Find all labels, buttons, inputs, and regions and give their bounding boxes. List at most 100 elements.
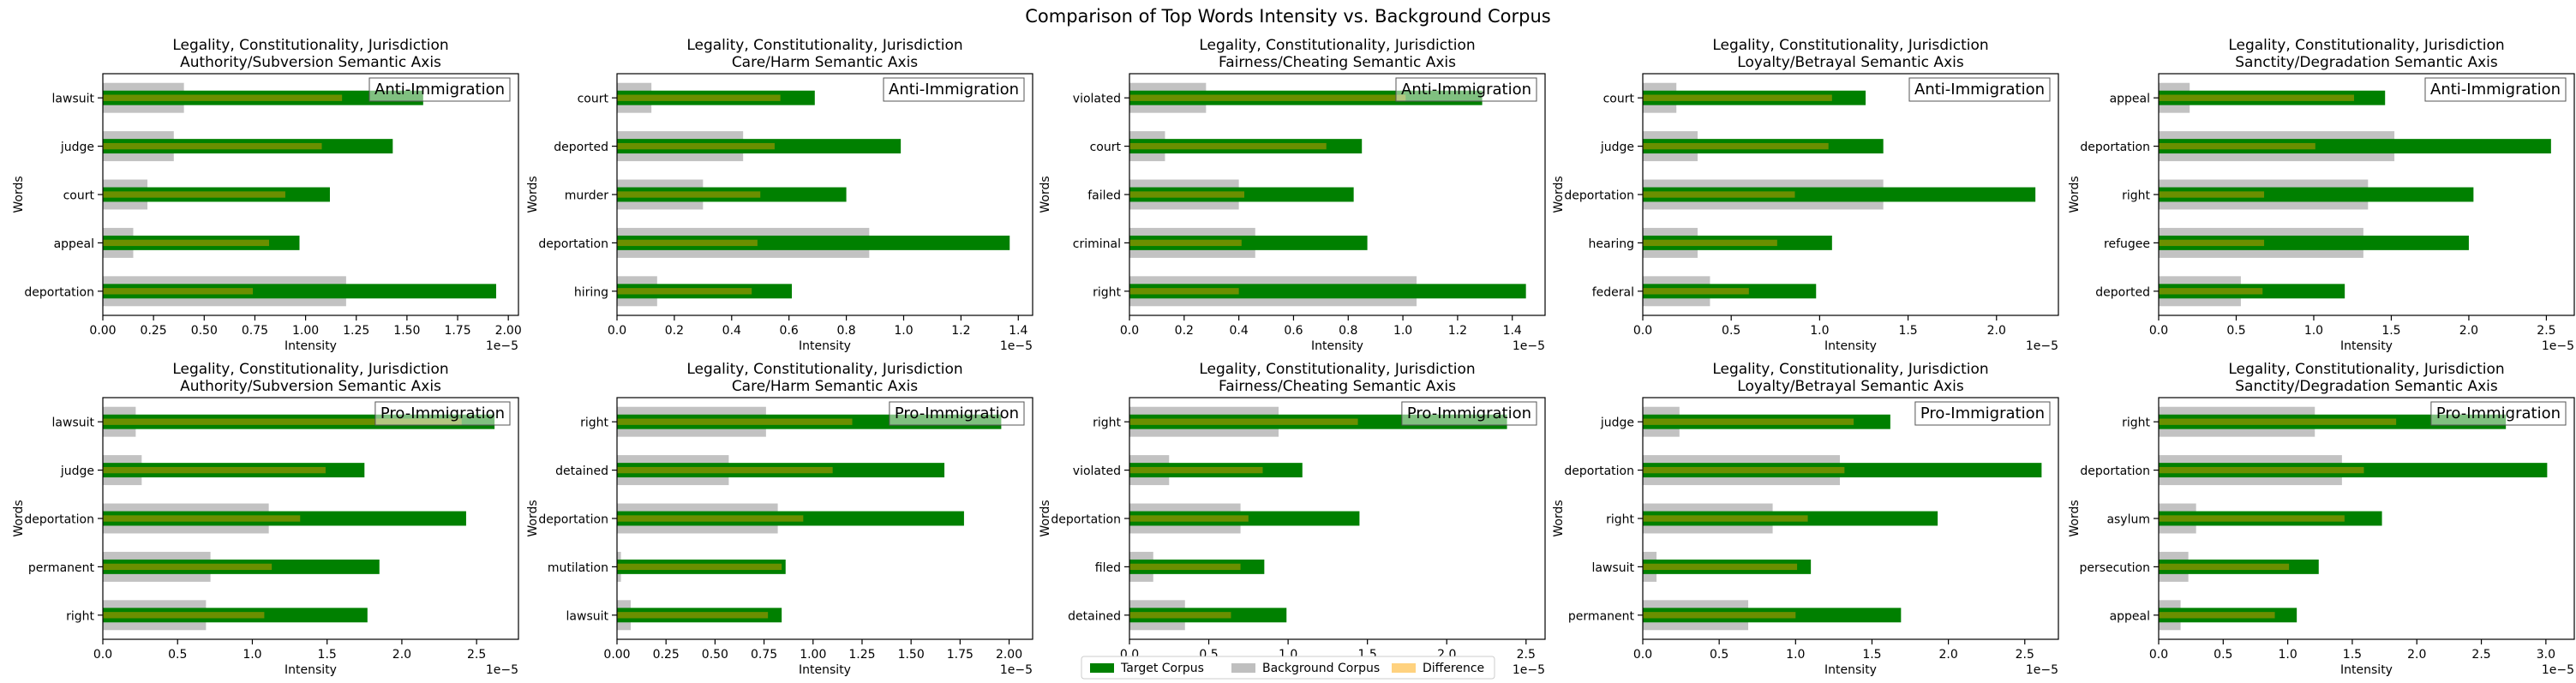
corpus-annotation: Anti-Immigration — [2430, 81, 2561, 99]
bar-difference — [2159, 94, 2355, 101]
y-tick-label: permanent — [1568, 609, 1635, 623]
x-axis-offset-label: 1e−5 — [2026, 339, 2058, 353]
x-tick-label: 1.00 — [292, 324, 319, 338]
x-axis-label: Intensity — [1824, 339, 1877, 353]
bar-target-corpus — [103, 187, 330, 202]
bar-target-corpus — [1643, 511, 1938, 526]
y-tick-label: right — [66, 609, 94, 623]
axes-frame — [2158, 73, 2575, 316]
subplot-title-line1: Legality, Constitutionality, Jurisdictio… — [686, 37, 962, 54]
legend-swatch — [1090, 663, 1114, 673]
x-tick-label: 2.0 — [1938, 648, 1957, 662]
y-tick-label: mutilation — [548, 561, 608, 575]
axes-frame — [102, 397, 519, 640]
x-tick-label: 1.75 — [444, 324, 470, 338]
bar-target-corpus — [2159, 139, 2551, 154]
y-tick-label: right — [2122, 189, 2150, 203]
x-tick-label: 0.0 — [93, 648, 112, 662]
y-tick-label: appeal — [54, 237, 94, 251]
bar-difference — [1129, 94, 1406, 101]
bar-difference — [2159, 466, 2364, 474]
subplot-1-0: Legality, Constitutionality, Jurisdictio… — [12, 361, 519, 677]
subplot-title-line2: Care/Harm Semantic Axis — [732, 54, 918, 71]
bar-difference — [617, 142, 775, 150]
bar-target-corpus — [1129, 139, 1363, 154]
y-tick-label: deportation — [538, 237, 608, 251]
y-tick-label: violated — [1073, 464, 1121, 478]
x-tick-label: 1.50 — [898, 648, 925, 662]
axes-frame — [1129, 397, 1546, 640]
x-tick-label: 0.0 — [2149, 648, 2168, 662]
bar-target-corpus — [617, 139, 902, 154]
x-axis-label: Intensity — [1824, 663, 1877, 677]
corpus-annotation: Pro-Immigration — [2436, 404, 2561, 422]
legend-frame — [1081, 656, 1495, 680]
x-axis-label: Intensity — [799, 663, 851, 677]
bar-difference — [617, 288, 752, 295]
y-tick-label: right — [1606, 513, 1634, 527]
bar-target-corpus — [617, 608, 782, 623]
y-axis-label: Words — [1039, 500, 1052, 536]
y-tick-label: deportation — [2080, 464, 2150, 478]
bar-difference — [1643, 612, 1796, 619]
bar-difference — [617, 466, 833, 474]
subplot-0-3: Legality, Constitutionality, Jurisdictio… — [1552, 37, 2059, 353]
bar-difference — [103, 515, 301, 522]
x-tick-label: 0.4 — [1229, 324, 1248, 338]
subplot-title-line1: Legality, Constitutionality, Jurisdictio… — [2228, 361, 2504, 378]
bar-difference — [1643, 191, 1795, 198]
y-tick-label: lawsuit — [1592, 561, 1635, 575]
y-tick-label: refugee — [2104, 237, 2150, 251]
subplot-grid: Legality, Constitutionality, Jurisdictio… — [12, 37, 2575, 677]
y-tick-label: right — [2122, 416, 2150, 430]
x-tick-label: 0.6 — [780, 324, 799, 338]
bar-target-corpus — [617, 90, 815, 105]
bar-target-corpus — [1643, 608, 1902, 623]
bar-difference — [103, 563, 273, 571]
bar-target-corpus — [617, 187, 847, 202]
x-tick-label: 0.5 — [1710, 648, 1728, 662]
x-tick-label: 2.5 — [2471, 648, 2490, 662]
x-axis-label: Intensity — [285, 663, 337, 677]
corpus-annotation: Pro-Immigration — [895, 404, 1019, 422]
bar-difference — [617, 612, 769, 619]
axes-frame — [616, 73, 1033, 316]
subplot-title-line2: Fairness/Cheating Semantic Axis — [1219, 378, 1456, 395]
x-tick-label: 1.0 — [243, 648, 261, 662]
y-tick-label: deported — [2095, 285, 2150, 299]
x-axis-label: Intensity — [799, 339, 851, 353]
y-tick-label: murder — [565, 189, 609, 203]
x-tick-label: 1.5 — [2381, 324, 2400, 338]
bar-target-corpus — [2159, 90, 2386, 105]
bar-target-corpus — [617, 284, 793, 299]
bar-target-corpus — [103, 608, 368, 623]
x-tick-label: 1.5 — [318, 648, 337, 662]
bar-difference — [1129, 563, 1241, 571]
bar-target-corpus — [1129, 90, 1483, 105]
x-tick-label: 2.5 — [467, 648, 486, 662]
bar-target-corpus — [103, 90, 423, 105]
legend-label: Difference — [1423, 662, 1484, 675]
x-tick-label: 0.2 — [665, 324, 684, 338]
y-tick-label: court — [1603, 93, 1635, 106]
y-tick-label: hearing — [1589, 237, 1634, 251]
bar-target-corpus — [1129, 187, 1354, 202]
bar-difference — [2159, 612, 2275, 619]
x-tick-label: 0.5 — [168, 648, 187, 662]
bar-difference — [103, 142, 322, 150]
x-tick-label: 2.0 — [2407, 648, 2426, 662]
x-axis-offset-label: 1e−5 — [2026, 663, 2058, 677]
bar-target-corpus — [1129, 463, 1303, 478]
bar-target-corpus — [2159, 187, 2474, 202]
bar-difference — [1643, 466, 1845, 474]
x-tick-label: 1.50 — [393, 324, 420, 338]
bar-target-corpus — [1129, 284, 1526, 299]
legend-swatch — [1231, 663, 1255, 673]
x-tick-label: 0.6 — [1284, 324, 1303, 338]
x-tick-label: 2.0 — [1987, 324, 2006, 338]
y-axis-label: Words — [1039, 176, 1052, 213]
y-tick-label: deportation — [1564, 464, 1634, 478]
y-tick-label: lawsuit — [566, 609, 609, 623]
corpus-annotation-box — [889, 401, 1025, 426]
